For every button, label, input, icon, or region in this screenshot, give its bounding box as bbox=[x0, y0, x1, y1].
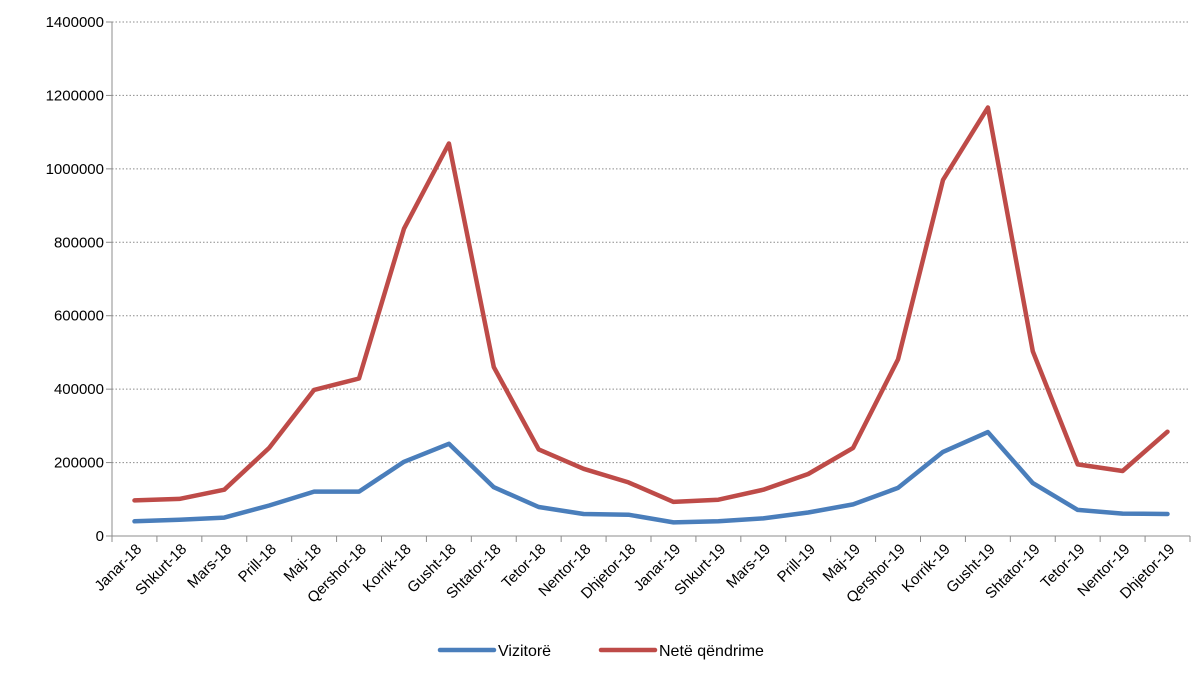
gridlines bbox=[112, 21, 1190, 464]
x-tick-label: Prill-19 bbox=[774, 541, 819, 586]
series-lines bbox=[132, 105, 1170, 525]
x-tick-label: Prill-18 bbox=[235, 541, 280, 586]
x-tick-label: Mars-18 bbox=[184, 541, 235, 592]
legend-label: Netë qëndrime bbox=[659, 643, 764, 660]
y-tick-label: 0 bbox=[96, 528, 104, 545]
legend-label: Vizitorë bbox=[498, 643, 551, 660]
series-line-nete-qendrime bbox=[132, 105, 1170, 505]
y-tick-label: 200000 bbox=[54, 455, 104, 472]
x-tick-label: Maj-19 bbox=[820, 541, 864, 585]
y-tick-label: 1400000 bbox=[46, 14, 104, 31]
y-tick-label: 1200000 bbox=[46, 87, 104, 104]
y-axis: 0 200000 400000 600000 800000 1000000 1200000 1… bbox=[46, 14, 113, 545]
y-tick-label: 800000 bbox=[54, 234, 104, 251]
y-tick-label: 400000 bbox=[54, 381, 104, 398]
legend: Vizitorë Netë qëndrime bbox=[437, 643, 764, 660]
x-tick-label: Mars-19 bbox=[723, 541, 774, 592]
y-tick-label: 1000000 bbox=[46, 161, 104, 178]
series-line-vizitore bbox=[132, 429, 1170, 525]
y-tick-label: 600000 bbox=[54, 308, 104, 325]
x-tick-label: Maj-18 bbox=[281, 541, 325, 585]
